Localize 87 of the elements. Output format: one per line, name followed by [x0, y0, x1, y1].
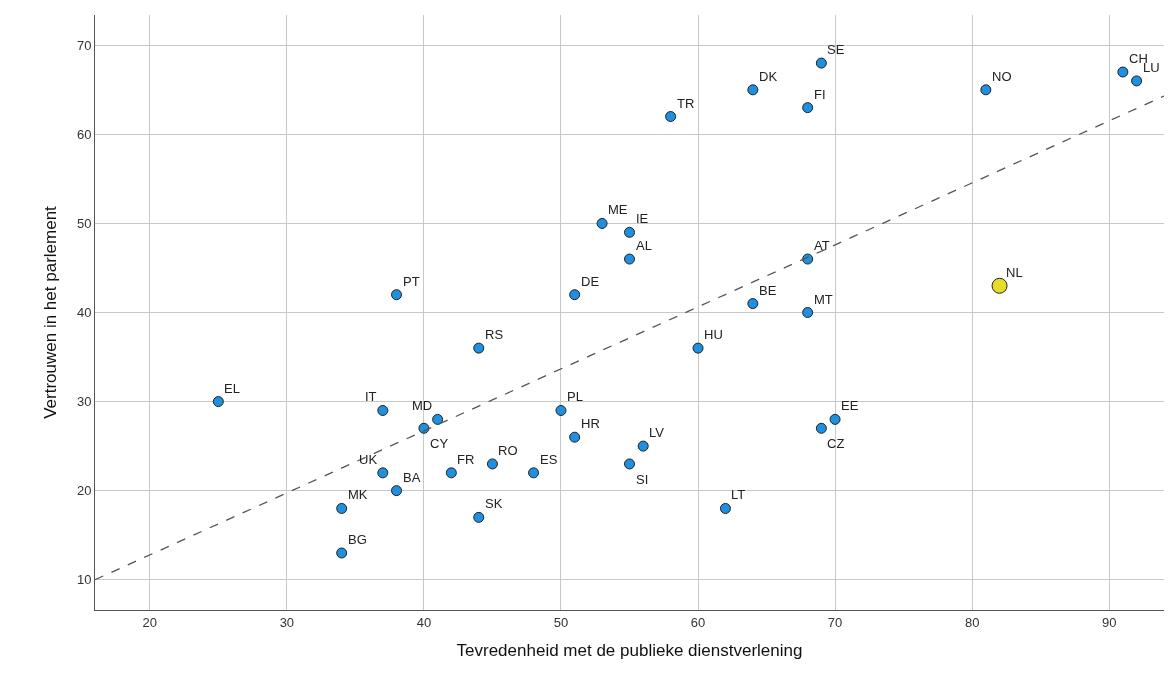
annotation: EE — [841, 398, 859, 413]
annotation: ME — [608, 202, 628, 217]
y-tick-label: 20 — [76, 483, 92, 499]
point — [377, 404, 389, 416]
point — [665, 111, 677, 123]
point — [747, 298, 759, 310]
annotation: BG — [348, 532, 367, 547]
point — [802, 307, 814, 318]
x-tick-label: 70 — [827, 614, 843, 630]
point — [528, 467, 540, 479]
annotation: IT — [365, 389, 377, 404]
point — [815, 422, 827, 434]
annotation: MK — [348, 487, 368, 502]
point — [432, 413, 444, 425]
annotation: EL — [224, 381, 240, 396]
point — [1117, 66, 1129, 78]
annotation: PL — [567, 389, 583, 404]
point — [377, 467, 389, 479]
point — [596, 217, 608, 229]
annotation: ES — [540, 452, 558, 467]
annotation: MD — [412, 398, 433, 413]
y-tick-label: 50 — [76, 215, 92, 231]
annotation: FI — [814, 87, 826, 102]
point — [473, 342, 485, 354]
annotation: DK — [759, 69, 778, 84]
point — [212, 396, 224, 408]
point — [569, 431, 581, 443]
point — [829, 413, 841, 425]
annotation: PT — [403, 274, 420, 289]
annotation: LT — [731, 487, 746, 502]
annotation: BA — [403, 470, 421, 485]
point — [569, 289, 581, 301]
point — [336, 547, 348, 559]
point — [802, 102, 814, 114]
point — [980, 84, 992, 96]
x-tick-label: 30 — [279, 614, 295, 630]
annotation: RS — [485, 327, 504, 342]
x-tick-label: 50 — [553, 614, 569, 630]
point — [555, 404, 567, 416]
y-tick-label: 70 — [76, 37, 92, 53]
point — [624, 253, 635, 265]
annotation: BE — [759, 283, 777, 298]
point — [473, 511, 485, 523]
y-axis-title: Vertrouwen in het parlement — [41, 205, 61, 419]
x-tick-label: 80 — [964, 614, 980, 630]
point — [747, 84, 759, 96]
annotation: NO — [992, 69, 1012, 84]
y-tick-label: 40 — [76, 305, 92, 321]
point — [391, 485, 403, 497]
annotation: SK — [485, 496, 503, 511]
annotation: LV — [649, 425, 665, 440]
annotation: CY — [430, 436, 449, 451]
annotation: CZ — [827, 436, 845, 451]
point — [1131, 75, 1143, 87]
point — [336, 502, 348, 514]
x-tick-label: 90 — [1101, 614, 1117, 630]
point — [486, 458, 498, 470]
point — [815, 57, 827, 69]
x-tick-label: 40 — [416, 614, 432, 630]
annotation: SI — [636, 472, 649, 487]
x-tick-label: 20 — [142, 614, 158, 630]
point — [719, 502, 731, 514]
annotation: RO — [498, 443, 518, 458]
annotation: AL — [636, 238, 652, 253]
point — [991, 277, 1008, 294]
y-tick-label: 60 — [76, 126, 92, 142]
point — [624, 226, 635, 238]
annotation: HR — [581, 416, 600, 431]
point — [391, 289, 403, 301]
point — [624, 458, 635, 470]
annotation: UK — [359, 452, 378, 467]
annotation: SE — [827, 42, 845, 57]
annotation: IE — [636, 211, 649, 226]
annotation: NL — [1006, 265, 1023, 280]
point — [692, 342, 704, 354]
x-tick-label: 60 — [690, 614, 706, 630]
annotation: MT — [814, 292, 833, 307]
x-axis-title: Tevredenheid met de publieke dienstverlening — [456, 641, 803, 660]
annotation: FR — [457, 452, 475, 467]
y-tick-label: 10 — [76, 572, 92, 588]
y-tick-label: 30 — [76, 394, 92, 410]
annotation: AT — [814, 238, 830, 253]
annotation: TR — [677, 96, 695, 111]
annotation: HU — [704, 327, 723, 342]
point — [637, 440, 649, 452]
annotation: DE — [581, 274, 600, 289]
point — [445, 467, 457, 479]
